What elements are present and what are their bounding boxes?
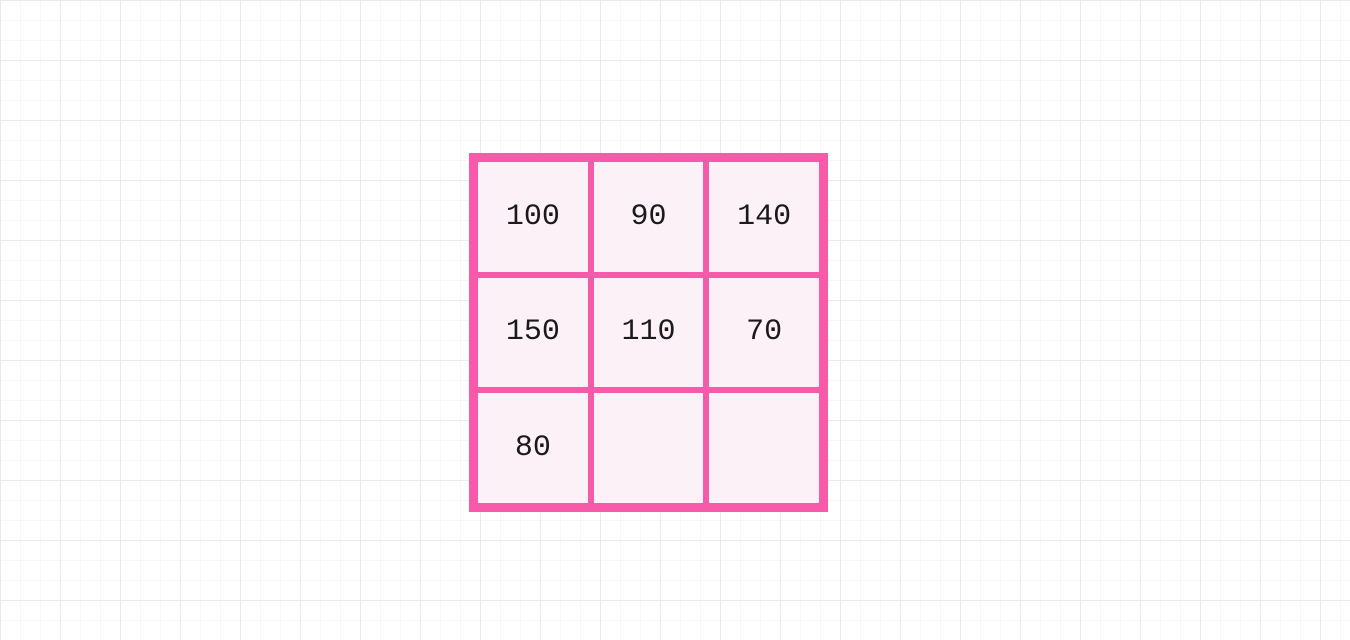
magic-square: 10090140 15011070 80 (469, 153, 828, 512)
grid-cell: 70 (706, 275, 822, 391)
grid-cell: 110 (591, 275, 707, 391)
grid-cell: 140 (706, 159, 822, 275)
canvas: 10090140 15011070 80 (0, 0, 1350, 640)
grid-cell (591, 390, 707, 506)
grid-cell: 100 (475, 159, 591, 275)
grid-cell: 80 (475, 390, 591, 506)
grid-cell: 90 (591, 159, 707, 275)
magic-square-inner: 10090140 15011070 80 (475, 159, 822, 506)
grid-cell: 150 (475, 275, 591, 391)
grid-cell (706, 390, 822, 506)
